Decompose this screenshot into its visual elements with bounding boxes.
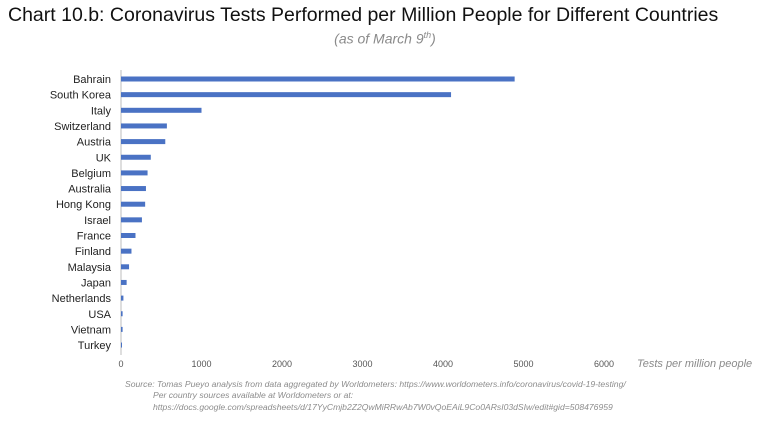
category-label: Australia <box>68 184 112 196</box>
bar <box>121 217 142 223</box>
bar <box>121 170 148 176</box>
subtitle-superscript: th <box>423 30 432 40</box>
chart-title: Chart 10.b: Coronavirus Tests Performed … <box>8 4 719 26</box>
category-label: France <box>77 231 111 243</box>
bar <box>121 342 122 348</box>
source-note: Source: Tomas Pueyo analysis from data a… <box>125 379 765 413</box>
bar <box>121 186 146 192</box>
bar <box>121 92 452 98</box>
subtitle-close: ) <box>431 30 436 47</box>
x-tick-label: 4000 <box>433 359 453 369</box>
source-line-2: Per country sources available at Worldom… <box>153 390 354 401</box>
bar <box>121 279 127 285</box>
bar <box>121 326 123 332</box>
category-label: Bahrain <box>73 74 111 86</box>
bar <box>121 264 130 270</box>
bar <box>121 139 166 145</box>
bar <box>121 295 124 301</box>
bar <box>121 123 167 129</box>
category-label: Switzerland <box>54 121 111 133</box>
bar <box>121 248 132 254</box>
x-tick-label: 6000 <box>594 359 614 369</box>
x-tick-label: 1000 <box>191 359 211 369</box>
bar <box>121 311 123 317</box>
bar <box>121 201 146 207</box>
bar <box>121 76 515 82</box>
category-label: USA <box>88 309 111 321</box>
category-label: Belgium <box>71 168 111 180</box>
category-label: Italy <box>91 105 112 117</box>
source-line-1: Source: Tomas Pueyo analysis from data a… <box>125 379 626 389</box>
category-label: UK <box>96 152 112 164</box>
category-label: Vietnam <box>71 324 111 336</box>
category-label: Malaysia <box>68 262 112 274</box>
category-label: Japan <box>81 277 111 289</box>
x-axis-label: Tests per million people <box>637 358 752 370</box>
category-label: South Korea <box>50 90 112 102</box>
bar <box>121 107 202 113</box>
x-tick-label: 0 <box>118 359 123 369</box>
x-tick-label: 5000 <box>513 359 533 369</box>
x-tick-label: 3000 <box>352 359 372 369</box>
category-label: Finland <box>75 246 111 258</box>
bar-chart: Bahrain South Korea Italy Switzerland Austri… <box>50 70 752 370</box>
chart-subtitle: (as of March 9th) <box>0 30 770 47</box>
source-line-3: https://docs.google.com/spreadsheets/d/1… <box>153 401 613 412</box>
category-label: Netherlands <box>52 293 112 305</box>
category-label: Israel <box>84 215 111 227</box>
category-label: Austria <box>77 137 112 149</box>
bar <box>121 154 151 160</box>
category-label: Hong Kong <box>56 199 111 211</box>
category-label: Turkey <box>78 340 112 352</box>
x-tick-label: 2000 <box>272 359 292 369</box>
subtitle-text: (as of March 9 <box>334 30 424 47</box>
bar <box>121 233 136 238</box>
